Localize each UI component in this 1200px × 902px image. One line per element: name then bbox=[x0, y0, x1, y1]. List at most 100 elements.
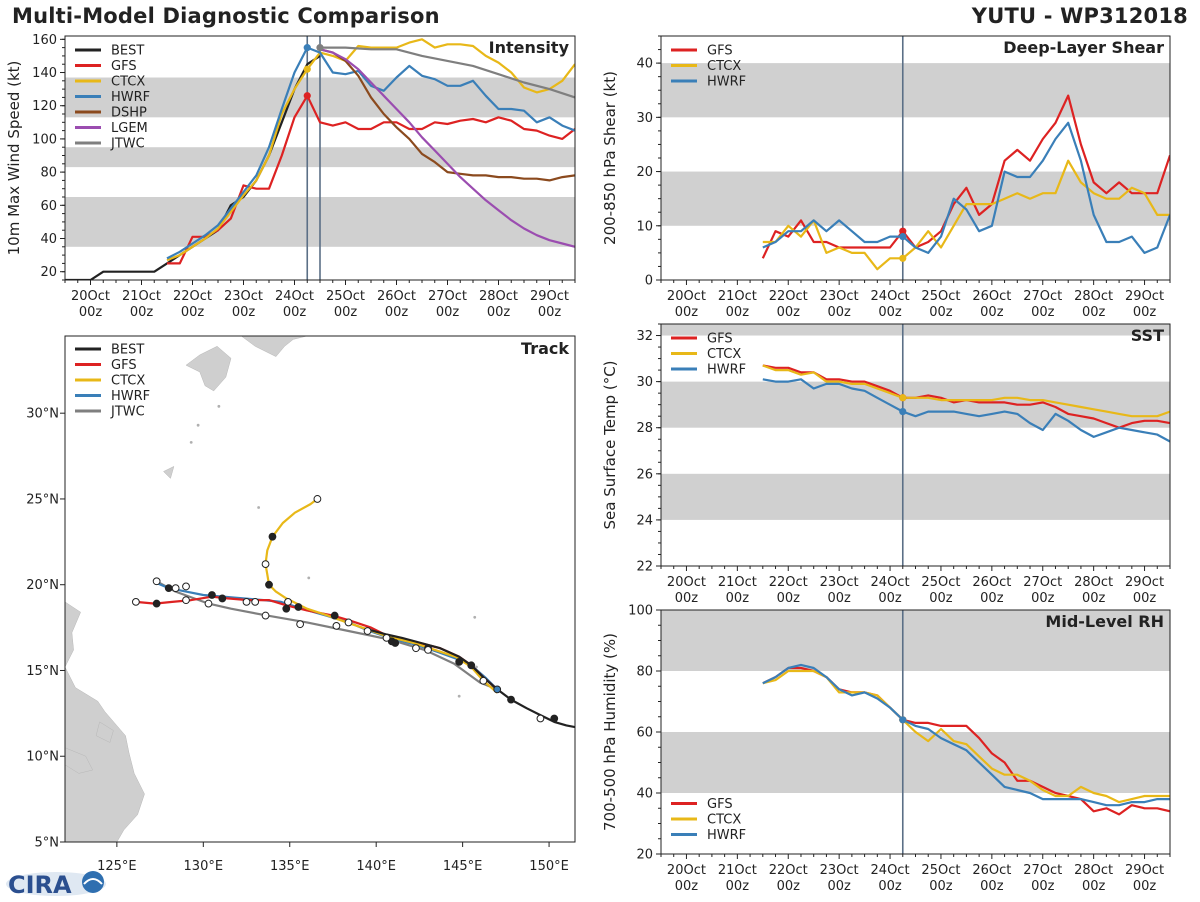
series-line-jtwc bbox=[320, 46, 575, 99]
x-tick-label: 26Oct bbox=[972, 289, 1011, 304]
x-tick-label: 22Oct bbox=[769, 575, 808, 590]
x-tick-label-hour: 00z bbox=[827, 879, 851, 894]
island bbox=[217, 404, 221, 408]
x-tick-label-hour: 00z bbox=[1082, 591, 1106, 606]
track-point-open bbox=[261, 611, 270, 620]
x-tick-label-hour: 00z bbox=[929, 879, 953, 894]
legend-label-jtwc: JTWC bbox=[110, 137, 145, 152]
shading-band bbox=[661, 63, 1170, 118]
x-tick-label-hour: 00z bbox=[79, 305, 103, 320]
legend-label-hwrf: HWRF bbox=[707, 828, 746, 843]
x-tick-label-hour: 00z bbox=[538, 305, 562, 320]
series-line-hwrf bbox=[762, 378, 1170, 443]
figure-title: Multi-Model Diagnostic Comparison bbox=[12, 4, 440, 28]
x-tick-label-hour: 00z bbox=[878, 879, 902, 894]
track-point-ctcx bbox=[265, 580, 273, 589]
y-tick-label: 60 bbox=[40, 199, 57, 214]
y-tick-label: 28 bbox=[636, 421, 653, 436]
x-tick-label: 23Oct bbox=[820, 863, 859, 878]
shear-title: Deep-Layer Shear bbox=[1003, 38, 1164, 57]
track-point-open bbox=[242, 597, 251, 606]
legend-label-ctcx: CTCX bbox=[111, 75, 145, 90]
track-point-open bbox=[424, 645, 432, 654]
rh-title: Mid-Level RH bbox=[1045, 612, 1164, 631]
shear-ylabel: 200-850 hPa Shear (kt) bbox=[601, 71, 619, 245]
x-tick-label: 25Oct bbox=[326, 289, 365, 304]
x-tick-label: 22Oct bbox=[769, 289, 808, 304]
sst-title: SST bbox=[1131, 326, 1164, 345]
lon-tick-label: 150°E bbox=[529, 859, 569, 874]
y-tick-label: 40 bbox=[636, 787, 653, 802]
x-tick-label-hour: 00z bbox=[726, 305, 750, 320]
y-tick-label: 40 bbox=[636, 57, 653, 72]
x-tick-label-hour: 00z bbox=[878, 305, 902, 320]
rh-panel: 2040608010020Oct00z21Oct00z22Oct00z23Oct… bbox=[601, 604, 1171, 894]
series-line-hwrf bbox=[762, 663, 1170, 807]
series-line-lgem bbox=[319, 48, 575, 248]
landmass bbox=[163, 465, 175, 479]
y-tick-label: 100 bbox=[32, 132, 57, 147]
x-tick-label: 23Oct bbox=[820, 289, 859, 304]
legend-label-gfs: GFS bbox=[111, 59, 137, 74]
track-point-open bbox=[344, 618, 353, 627]
x-tick-label-hour: 00z bbox=[181, 305, 205, 320]
x-tick-label-hour: 00z bbox=[980, 591, 1004, 606]
marker-jtwc bbox=[316, 44, 324, 52]
x-tick-label: 28Oct bbox=[479, 289, 518, 304]
x-tick-label: 20Oct bbox=[667, 575, 706, 590]
shear-panel: 01020304020Oct00z21Oct00z22Oct00z23Oct00… bbox=[601, 35, 1171, 320]
x-tick-label: 24Oct bbox=[871, 575, 910, 590]
x-tick-label-hour: 00z bbox=[777, 305, 801, 320]
x-tick-label: 29Oct bbox=[530, 289, 569, 304]
x-tick-label-hour: 00z bbox=[334, 305, 358, 320]
x-tick-label: 27Oct bbox=[1023, 289, 1062, 304]
y-tick-label: 40 bbox=[40, 232, 57, 247]
legend-label-ctcx: CTCX bbox=[707, 813, 741, 828]
x-tick-label: 28Oct bbox=[1074, 863, 1113, 878]
track-point-open bbox=[131, 597, 140, 606]
series-line-dshp bbox=[319, 48, 575, 182]
track-point-open bbox=[479, 676, 488, 685]
legend-label-dshp: DSHP bbox=[111, 106, 147, 121]
intensity-panel: 2040608010012014016020Oct00z21Oct00z22Oc… bbox=[5, 33, 576, 320]
track-panel: 125°E 130°E 135°E 140°E 145°E 150°E 5°N 10°N 15°… bbox=[26, 335, 576, 874]
track-point-gfs bbox=[391, 639, 400, 647]
x-tick-label-hour: 00z bbox=[675, 879, 699, 894]
intensity-ylabel: 10m Max Wind Speed (kt) bbox=[5, 61, 23, 256]
sst-ylabel: Sea Surface Temp (°C) bbox=[601, 360, 619, 529]
island bbox=[257, 506, 261, 509]
x-tick-label: 25Oct bbox=[921, 575, 960, 590]
y-tick-label: 10 bbox=[636, 219, 653, 234]
x-tick-label: 29Oct bbox=[1125, 575, 1164, 590]
marker-hwrf bbox=[899, 716, 907, 724]
x-tick-label: 24Oct bbox=[275, 289, 314, 304]
shear-plot-area bbox=[661, 36, 1170, 280]
track-point-gfs bbox=[330, 611, 339, 620]
x-tick-label: 26Oct bbox=[972, 575, 1011, 590]
track-point-gfs bbox=[164, 584, 173, 593]
lon-tick-label: 140°E bbox=[356, 859, 396, 874]
lat-tick-label: 10°N bbox=[26, 750, 59, 765]
legend-label-best: BEST bbox=[111, 343, 144, 358]
landmass bbox=[95, 721, 114, 743]
x-tick-label: 22Oct bbox=[769, 863, 808, 878]
x-tick-label: 27Oct bbox=[1023, 863, 1062, 878]
series-line-gfs bbox=[761, 94, 1170, 259]
x-tick-label: 21Oct bbox=[122, 289, 161, 304]
intensity-title: Intensity bbox=[489, 38, 570, 57]
lon-tick-label: 145°E bbox=[443, 859, 483, 874]
y-tick-label: 80 bbox=[636, 665, 653, 680]
y-tick-label: 80 bbox=[40, 166, 57, 181]
track-point-open bbox=[171, 584, 180, 593]
lat-tick-label: 5°N bbox=[35, 836, 60, 851]
y-tick-label: 20 bbox=[636, 848, 653, 863]
track-point-gfs bbox=[208, 591, 216, 599]
lat-tick-label: 15°N bbox=[26, 664, 59, 679]
legend-label-gfs: GFS bbox=[707, 44, 733, 59]
y-tick-label: 32 bbox=[636, 329, 653, 344]
track-point-ctcx bbox=[268, 532, 277, 541]
x-tick-label-hour: 00z bbox=[827, 591, 851, 606]
y-tick-label: 30 bbox=[636, 111, 653, 126]
x-tick-label-hour: 00z bbox=[1082, 879, 1106, 894]
